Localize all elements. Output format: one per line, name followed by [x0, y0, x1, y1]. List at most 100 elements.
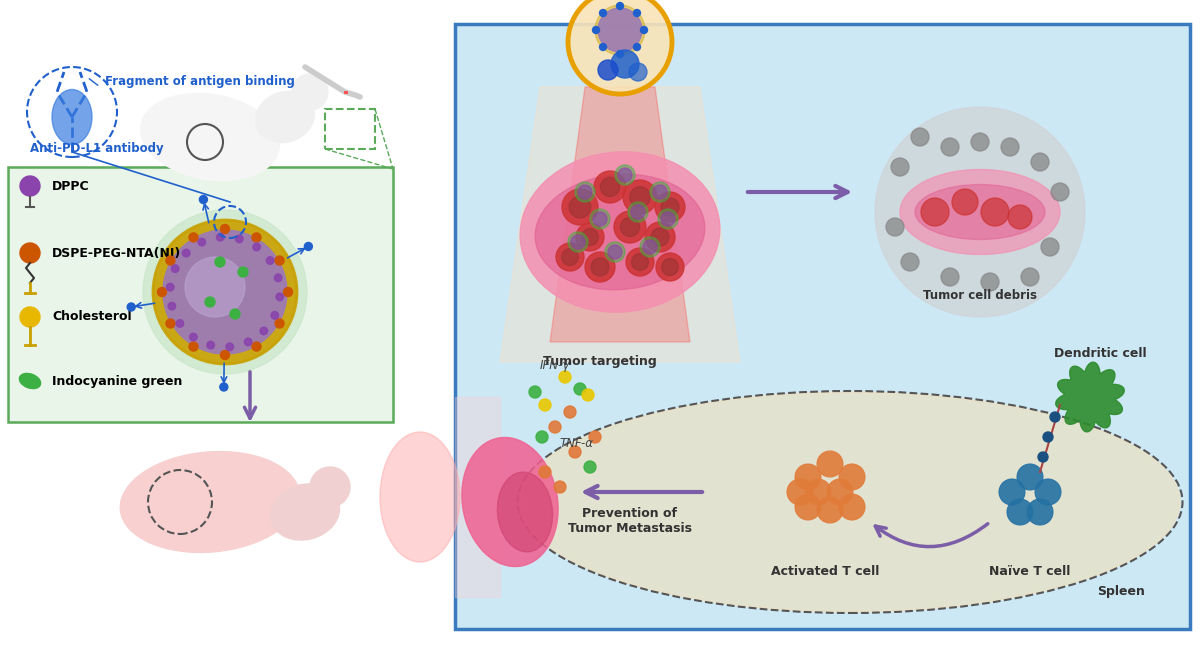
Circle shape: [653, 185, 667, 199]
Circle shape: [608, 245, 622, 259]
Text: DSPE-PEG-NTA(NI): DSPE-PEG-NTA(NI): [52, 247, 181, 259]
Circle shape: [570, 0, 670, 92]
Circle shape: [529, 386, 541, 398]
Circle shape: [630, 187, 650, 207]
Circle shape: [643, 240, 658, 254]
Text: Tumor cell debris: Tumor cell debris: [923, 289, 1037, 302]
Circle shape: [796, 464, 821, 490]
Circle shape: [252, 233, 262, 242]
Circle shape: [982, 273, 998, 291]
Circle shape: [982, 198, 1009, 226]
Text: Naïve T cell: Naïve T cell: [989, 565, 1070, 578]
Circle shape: [574, 383, 586, 395]
Ellipse shape: [520, 392, 1180, 612]
Circle shape: [578, 185, 592, 199]
Circle shape: [598, 60, 618, 80]
Ellipse shape: [535, 174, 704, 290]
Circle shape: [640, 237, 660, 257]
Circle shape: [252, 342, 260, 351]
Circle shape: [616, 165, 635, 185]
Circle shape: [952, 189, 978, 215]
Circle shape: [172, 265, 179, 272]
Circle shape: [216, 234, 224, 241]
Polygon shape: [1056, 362, 1124, 432]
Circle shape: [631, 254, 648, 270]
Circle shape: [260, 327, 268, 334]
Circle shape: [805, 479, 832, 505]
Circle shape: [594, 171, 626, 203]
Circle shape: [536, 431, 548, 443]
Circle shape: [20, 243, 40, 263]
Circle shape: [1034, 479, 1061, 505]
Circle shape: [661, 212, 674, 226]
Circle shape: [787, 479, 814, 505]
Ellipse shape: [270, 484, 340, 540]
Circle shape: [598, 8, 642, 52]
Circle shape: [628, 202, 648, 222]
Circle shape: [586, 252, 616, 282]
Circle shape: [1043, 432, 1054, 442]
Ellipse shape: [520, 152, 720, 312]
Circle shape: [554, 481, 566, 493]
Circle shape: [221, 351, 229, 360]
Text: Prevention of
Tumor Metastasis: Prevention of Tumor Metastasis: [568, 507, 692, 535]
Circle shape: [629, 63, 647, 81]
Circle shape: [941, 138, 959, 156]
Circle shape: [556, 243, 584, 271]
Circle shape: [157, 287, 167, 296]
Circle shape: [226, 343, 234, 351]
Circle shape: [661, 259, 678, 276]
Circle shape: [886, 218, 904, 236]
Circle shape: [590, 209, 610, 229]
Circle shape: [595, 5, 646, 55]
Circle shape: [1031, 153, 1049, 171]
Circle shape: [166, 256, 175, 265]
Circle shape: [185, 257, 245, 317]
Circle shape: [1001, 138, 1019, 156]
FancyBboxPatch shape: [455, 24, 1190, 629]
Circle shape: [569, 196, 590, 218]
Circle shape: [623, 180, 658, 214]
Circle shape: [569, 446, 581, 458]
Circle shape: [1050, 412, 1060, 422]
Circle shape: [550, 421, 562, 433]
Circle shape: [592, 258, 610, 276]
Text: Indocyanine green: Indocyanine green: [52, 375, 182, 388]
Circle shape: [1027, 499, 1054, 525]
Circle shape: [600, 43, 606, 50]
Circle shape: [650, 182, 670, 202]
Ellipse shape: [120, 452, 300, 553]
Circle shape: [1051, 183, 1069, 201]
Circle shape: [1042, 238, 1060, 256]
Circle shape: [618, 168, 632, 182]
Circle shape: [626, 248, 654, 276]
Polygon shape: [500, 87, 740, 362]
Circle shape: [127, 303, 136, 311]
Circle shape: [167, 283, 174, 291]
Circle shape: [168, 302, 175, 310]
Circle shape: [614, 211, 646, 243]
Circle shape: [182, 249, 190, 257]
Circle shape: [911, 128, 929, 146]
Polygon shape: [550, 87, 690, 342]
Circle shape: [143, 210, 307, 374]
Circle shape: [1018, 464, 1043, 490]
Circle shape: [205, 297, 215, 307]
Text: Dendritic cell: Dendritic cell: [1054, 347, 1146, 360]
Circle shape: [655, 192, 685, 222]
Circle shape: [562, 248, 578, 265]
Circle shape: [875, 107, 1085, 317]
Circle shape: [188, 342, 198, 351]
Circle shape: [230, 309, 240, 319]
Ellipse shape: [497, 472, 553, 552]
Text: Spleen: Spleen: [1097, 585, 1145, 598]
Circle shape: [564, 406, 576, 418]
Circle shape: [817, 497, 844, 523]
Circle shape: [584, 461, 596, 473]
Text: Activated T cell: Activated T cell: [770, 565, 880, 578]
Circle shape: [198, 238, 205, 246]
Circle shape: [1007, 499, 1033, 525]
Ellipse shape: [52, 89, 92, 144]
Circle shape: [1008, 205, 1032, 229]
Circle shape: [634, 10, 641, 17]
